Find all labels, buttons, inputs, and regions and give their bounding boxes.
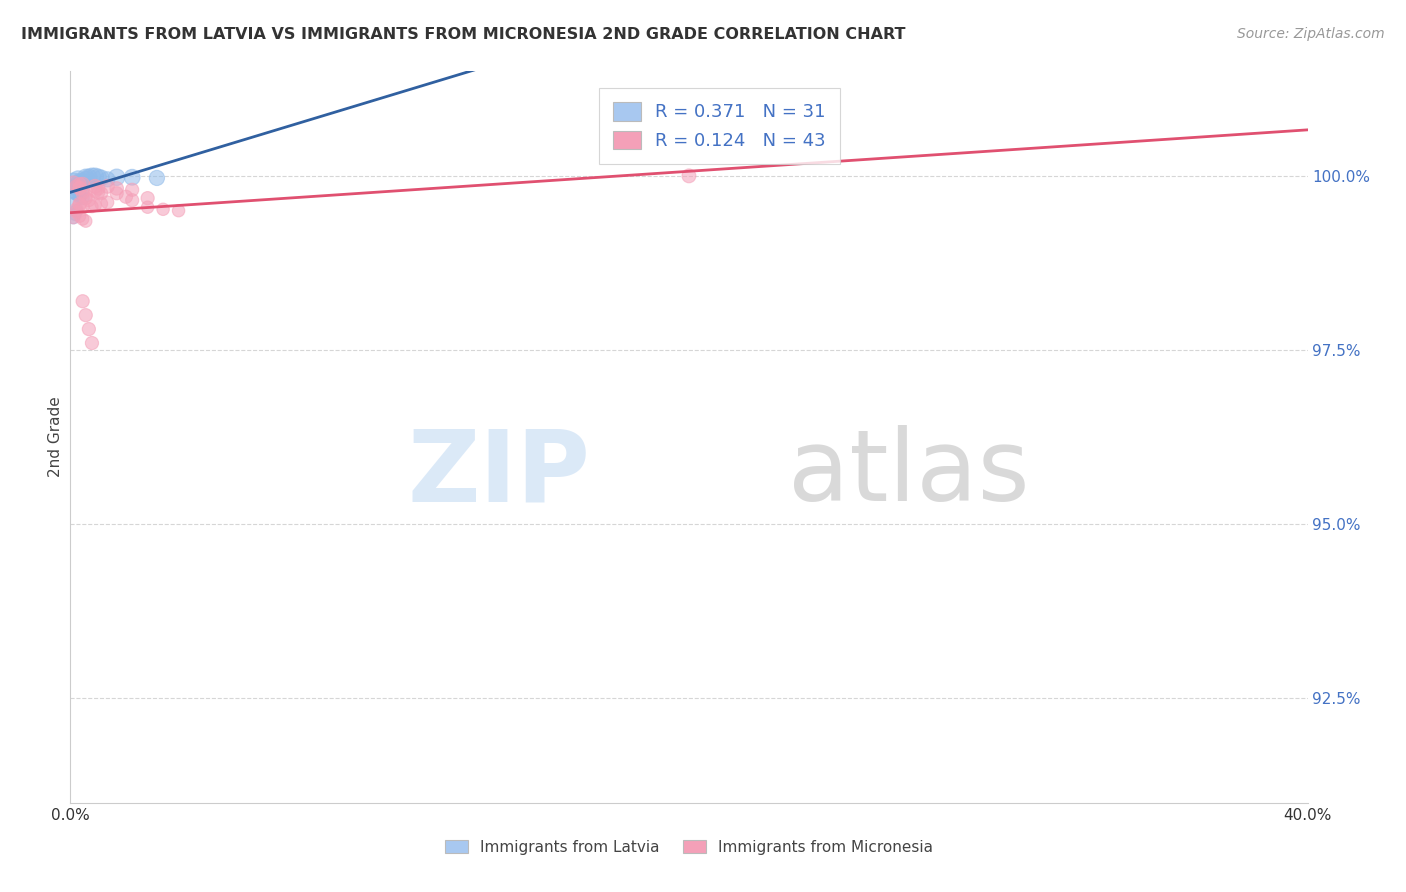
- Point: [75, 191, 97, 205]
- Point: [72, 178, 94, 192]
- Point: [72, 294, 94, 309]
- Point: [72, 181, 94, 195]
- Point: [69, 209, 91, 223]
- Point: [105, 186, 128, 201]
- Point: [96, 179, 118, 194]
- Point: [65, 186, 87, 201]
- Text: atlas: atlas: [787, 425, 1029, 522]
- Point: [96, 172, 118, 186]
- Point: [69, 181, 91, 195]
- Point: [62, 211, 84, 225]
- Point: [69, 196, 91, 211]
- Point: [84, 179, 107, 194]
- Point: [75, 214, 97, 228]
- Point: [72, 200, 94, 214]
- Point: [62, 196, 84, 211]
- Y-axis label: 2nd Grade: 2nd Grade: [48, 397, 63, 477]
- Point: [96, 195, 118, 210]
- Point: [75, 170, 97, 185]
- Point: [69, 178, 91, 192]
- Point: [115, 190, 138, 204]
- Point: [63, 179, 86, 194]
- Point: [72, 191, 94, 205]
- Point: [146, 170, 169, 185]
- Point: [62, 176, 84, 190]
- Point: [75, 188, 97, 202]
- Point: [77, 322, 100, 336]
- Point: [69, 198, 91, 212]
- Point: [105, 170, 128, 185]
- Point: [62, 211, 84, 225]
- Point: [77, 170, 100, 185]
- Point: [87, 186, 110, 200]
- Point: [105, 181, 128, 195]
- Point: [65, 183, 87, 197]
- Point: [136, 200, 159, 214]
- Point: [69, 190, 91, 204]
- Point: [70, 179, 93, 194]
- Point: [80, 200, 103, 214]
- Point: [67, 176, 90, 190]
- Point: [65, 203, 87, 218]
- Point: [84, 184, 107, 198]
- Text: IMMIGRANTS FROM LATVIA VS IMMIGRANTS FROM MICRONESIA 2ND GRADE CORRELATION CHART: IMMIGRANTS FROM LATVIA VS IMMIGRANTS FRO…: [21, 27, 905, 42]
- Point: [90, 186, 112, 201]
- Point: [72, 186, 94, 201]
- Point: [152, 202, 174, 217]
- Point: [62, 176, 84, 190]
- Point: [63, 207, 86, 221]
- Point: [75, 308, 97, 322]
- Point: [84, 169, 107, 184]
- Point: [84, 198, 107, 212]
- Point: [65, 179, 87, 194]
- Point: [69, 180, 91, 194]
- Text: Source: ZipAtlas.com: Source: ZipAtlas.com: [1237, 27, 1385, 41]
- Legend: Immigrants from Latvia, Immigrants from Micronesia: Immigrants from Latvia, Immigrants from …: [439, 834, 939, 861]
- Point: [65, 205, 87, 219]
- Point: [72, 212, 94, 227]
- Point: [75, 172, 97, 186]
- Point: [121, 170, 143, 185]
- Point: [80, 169, 103, 184]
- Point: [62, 184, 84, 198]
- Point: [121, 193, 143, 207]
- Point: [121, 183, 143, 197]
- Point: [678, 169, 700, 183]
- Point: [65, 202, 87, 217]
- Point: [77, 193, 100, 207]
- Point: [80, 336, 103, 351]
- Point: [90, 196, 112, 211]
- Point: [167, 203, 190, 218]
- Point: [90, 170, 112, 185]
- Point: [87, 181, 110, 195]
- Point: [69, 178, 91, 192]
- Point: [136, 191, 159, 205]
- Text: ZIP: ZIP: [408, 425, 591, 522]
- Point: [63, 186, 86, 201]
- Point: [67, 172, 90, 186]
- Point: [87, 170, 110, 185]
- Point: [69, 174, 91, 188]
- Point: [72, 178, 94, 192]
- Point: [73, 174, 96, 188]
